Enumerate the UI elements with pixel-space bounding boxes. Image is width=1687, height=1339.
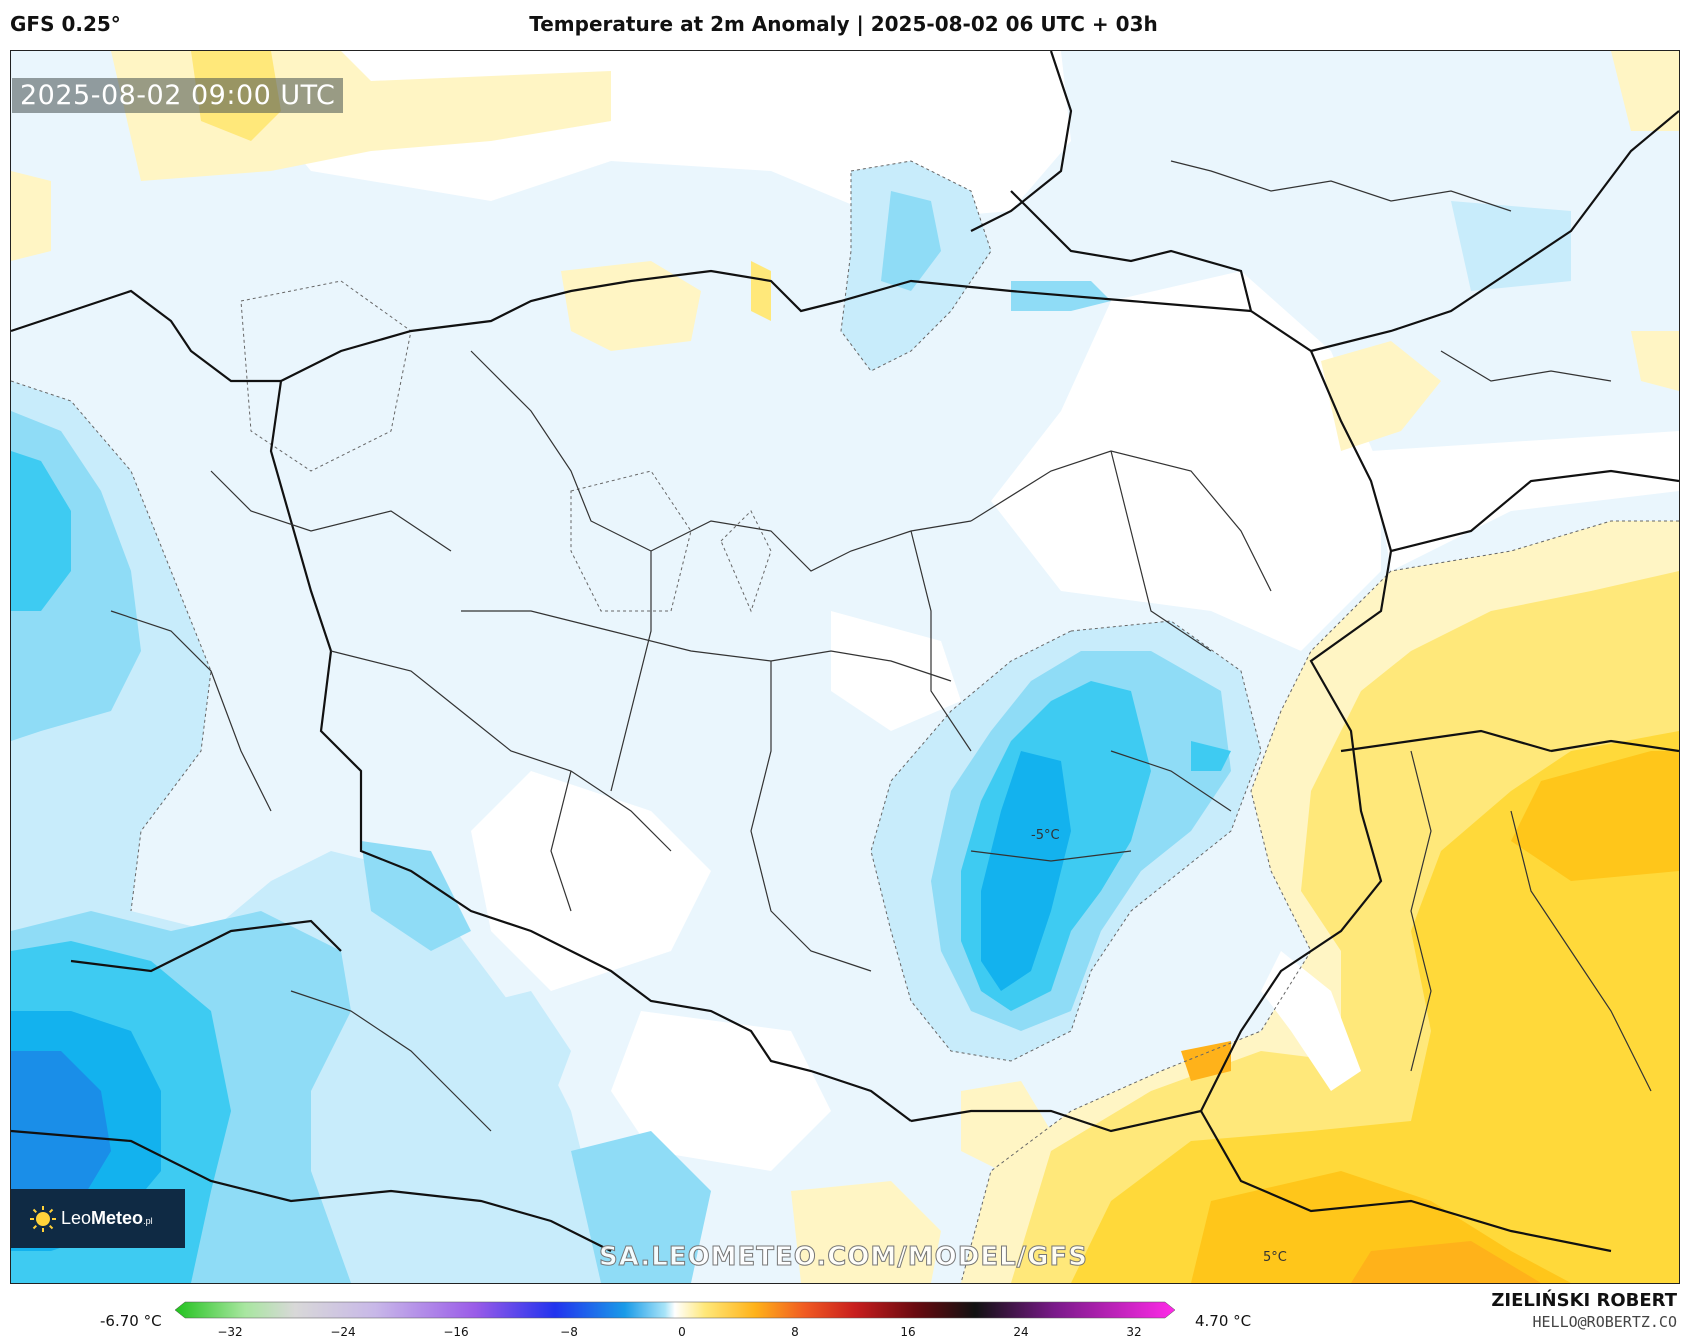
region-borders bbox=[110, 160, 1652, 1132]
contour-lines bbox=[11, 160, 1679, 1283]
contour-label-warm: 5°C bbox=[1263, 1250, 1287, 1265]
map-canvas: -5°C 5°C bbox=[11, 51, 1679, 1283]
leometeo-logo[interactable]: LeoMeteo.pl bbox=[11, 1189, 185, 1248]
colorbar-tick: 24 bbox=[1013, 1325, 1029, 1339]
author-email[interactable]: HELLO@ROBERTZ.CO bbox=[1532, 1313, 1678, 1331]
country-borders bbox=[11, 51, 1679, 1253]
colorbar-tick: −16 bbox=[443, 1325, 469, 1339]
colorbar-tick: −8 bbox=[560, 1325, 578, 1339]
source-watermark: SA.LEOMETEO.COM/MODEL/GFS bbox=[599, 1242, 1088, 1273]
warm-anomaly-4 bbox=[1351, 1241, 1541, 1283]
cold-lobe-4 bbox=[981, 751, 1071, 991]
colorbar bbox=[175, 1301, 1175, 1319]
colorbar-tick: 0 bbox=[678, 1325, 686, 1339]
cold-anomaly-sw-5 bbox=[11, 1051, 111, 1211]
map-title: Temperature at 2m Anomaly | 2025-08-02 0… bbox=[529, 12, 1158, 36]
colorbar-tick: −24 bbox=[330, 1325, 356, 1339]
warm-anomaly-3a bbox=[1511, 751, 1679, 881]
colorbar-tick: 8 bbox=[791, 1325, 799, 1339]
colorbar-tick: −32 bbox=[217, 1325, 243, 1339]
sun-icon bbox=[30, 1205, 56, 1232]
colorbar-min-label: -6.70 °C bbox=[100, 1312, 162, 1330]
valid-time-badge: 2025-08-02 09:00 UTC bbox=[12, 78, 344, 113]
colorbar-tick: 16 bbox=[900, 1325, 916, 1339]
neutral-zone-center bbox=[471, 771, 711, 991]
warm-anomaly-2 bbox=[1071, 731, 1679, 1283]
model-label: GFS 0.25° bbox=[10, 12, 121, 36]
colorbar-max-label: 4.70 °C bbox=[1195, 1312, 1252, 1330]
logo-text: LeoMeteo.pl bbox=[61, 1208, 153, 1228]
colorbar-tick: 32 bbox=[1126, 1325, 1142, 1339]
weather-map[interactable]: -5°C 5°C bbox=[10, 50, 1680, 1284]
contour-label-cold: -5°C bbox=[1031, 828, 1060, 843]
author-credit: ZIELIŃSKI ROBERT bbox=[1491, 1290, 1677, 1311]
neutral-zone-east bbox=[991, 271, 1381, 651]
